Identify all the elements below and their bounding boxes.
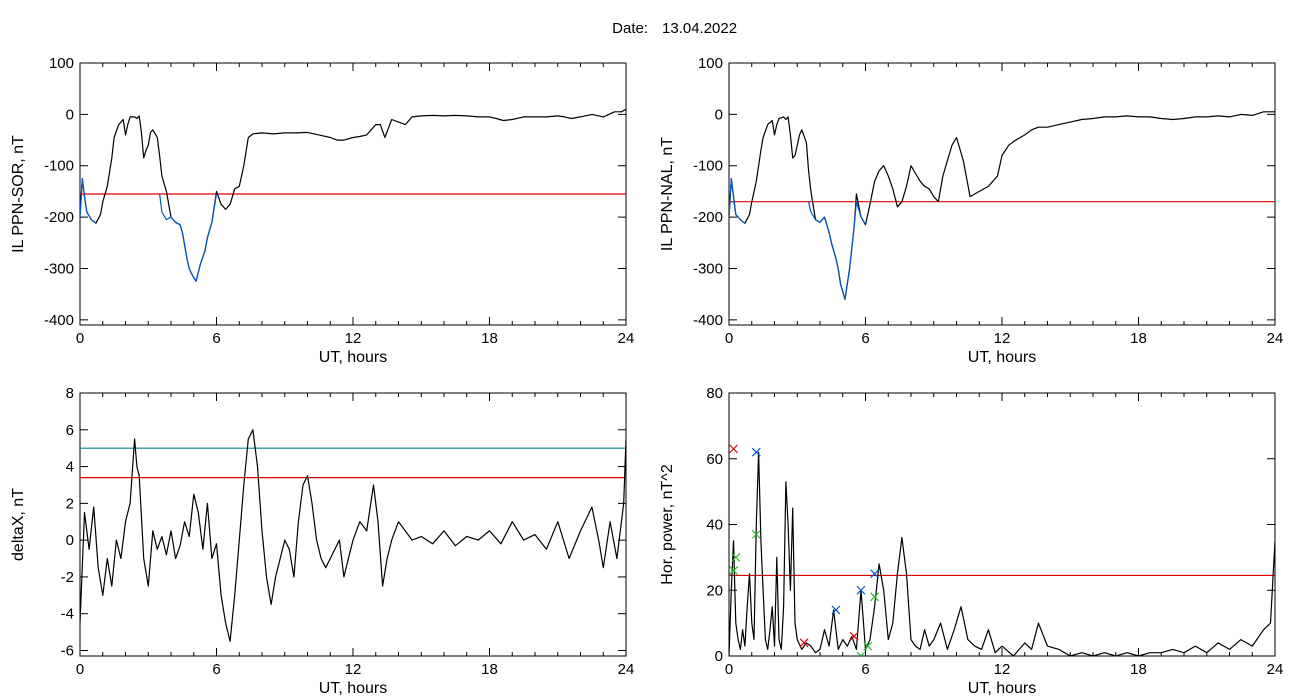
data-marker bbox=[849, 631, 859, 641]
chart-panel-2: 0 6 12 18 24 -400 -300 -200 -100 0 100 UT, hours IL … bbox=[659, 55, 1283, 366]
data-marker bbox=[729, 566, 738, 575]
x-tick-label: 12 bbox=[345, 330, 362, 347]
x-tick-label: 18 bbox=[481, 661, 498, 678]
data-marker bbox=[731, 552, 741, 562]
y-tick-label: 0 bbox=[715, 106, 723, 123]
y-tick-label: -100 bbox=[693, 158, 723, 175]
data-marker bbox=[870, 569, 880, 579]
x-tick-label: 24 bbox=[618, 330, 635, 347]
y-tick-label: 80 bbox=[706, 385, 723, 402]
x-tick-label: 0 bbox=[76, 661, 84, 678]
series-line bbox=[80, 429, 626, 642]
page-header: Date: 13.04.2022 bbox=[612, 20, 737, 37]
y-tick-label: -100 bbox=[44, 158, 74, 175]
y-tick-label: -400 bbox=[693, 312, 723, 329]
y-axis-label: deltaX, nT bbox=[10, 488, 27, 561]
y-tick-label: 2 bbox=[66, 495, 74, 512]
y-tick-label: 60 bbox=[706, 451, 723, 468]
x-tick-label: 24 bbox=[1267, 661, 1284, 678]
x-tick-label: 12 bbox=[994, 330, 1011, 347]
data-marker bbox=[751, 529, 761, 539]
data-marker bbox=[870, 592, 880, 602]
y-tick-label: 8 bbox=[66, 385, 74, 402]
y-tick-label: 0 bbox=[66, 106, 74, 123]
x-tick-label: 6 bbox=[861, 330, 869, 347]
x-tick-label: 24 bbox=[1267, 330, 1284, 347]
data-marker bbox=[856, 585, 866, 595]
y-tick-label: 100 bbox=[698, 55, 723, 72]
data-marker bbox=[729, 444, 738, 454]
y-tick-label: -300 bbox=[693, 260, 723, 277]
series-line bbox=[80, 178, 97, 224]
series-line bbox=[808, 201, 867, 300]
x-tick-label: 6 bbox=[212, 661, 220, 678]
data-marker bbox=[856, 651, 866, 656]
y-tick-label: 0 bbox=[715, 648, 723, 665]
data-marker bbox=[751, 447, 761, 457]
y-tick-label: 40 bbox=[706, 517, 723, 534]
x-axis-label: UT, hours bbox=[319, 349, 387, 366]
x-axis-label: UT, hours bbox=[968, 680, 1036, 697]
x-tick-label: 0 bbox=[725, 661, 733, 678]
date-label: Date: bbox=[612, 20, 648, 37]
x-tick-label: 0 bbox=[76, 330, 84, 347]
series-line bbox=[159, 193, 218, 282]
x-tick-label: 6 bbox=[861, 661, 869, 678]
y-tick-label: -400 bbox=[44, 312, 74, 329]
series-line bbox=[729, 111, 1275, 300]
series-line bbox=[729, 451, 1275, 656]
y-tick-label: -2 bbox=[61, 569, 74, 586]
plot-area bbox=[729, 111, 1275, 300]
chart-panel-4: 0 6 12 18 24 0 20 40 60 80 UT, hours Hor. power, nT… bbox=[659, 385, 1283, 697]
x-tick-label: 12 bbox=[994, 661, 1011, 678]
x-tick-label: 0 bbox=[725, 330, 733, 347]
x-tick-label: 18 bbox=[481, 330, 498, 347]
y-tick-label: 0 bbox=[66, 532, 74, 549]
y-tick-label: 100 bbox=[49, 55, 74, 72]
x-tick-label: 12 bbox=[345, 661, 362, 678]
series-line bbox=[80, 108, 626, 282]
chart-panel-1: 0 6 12 18 24 -400 -300 -200 -100 0 100 UT, hours IL … bbox=[10, 55, 634, 366]
x-tick-label: 18 bbox=[1130, 330, 1147, 347]
data-marker bbox=[799, 638, 809, 648]
y-tick-label: -300 bbox=[44, 260, 74, 277]
y-axis-label: IL PPN-NAL, nT bbox=[659, 137, 676, 251]
plot-area bbox=[80, 429, 626, 642]
plot-frame bbox=[728, 392, 1276, 657]
y-tick-label: -200 bbox=[44, 209, 74, 226]
date-value: 13.04.2022 bbox=[662, 20, 737, 37]
x-tick-label: 18 bbox=[1130, 661, 1147, 678]
x-tick-label: 6 bbox=[212, 330, 220, 347]
x-tick-label: 24 bbox=[618, 661, 635, 678]
y-tick-label: 20 bbox=[706, 582, 723, 599]
x-axis-label: UT, hours bbox=[319, 680, 387, 697]
y-tick-label: -200 bbox=[693, 209, 723, 226]
y-tick-label: -6 bbox=[61, 642, 74, 659]
plot-area bbox=[80, 108, 626, 282]
series-line bbox=[729, 178, 746, 224]
x-axis-label: UT, hours bbox=[968, 349, 1036, 366]
y-tick-label: -4 bbox=[61, 606, 74, 623]
plot-area bbox=[729, 444, 1275, 656]
y-axis-label: IL PPN-SOR, nT bbox=[10, 135, 27, 253]
y-tick-label: 4 bbox=[66, 459, 74, 476]
y-tick-label: 6 bbox=[66, 422, 74, 439]
y-axis-label: Hor. power, nT^2 bbox=[659, 464, 676, 585]
data-marker bbox=[863, 641, 873, 651]
data-marker bbox=[831, 605, 841, 615]
plot-frame bbox=[79, 392, 627, 657]
